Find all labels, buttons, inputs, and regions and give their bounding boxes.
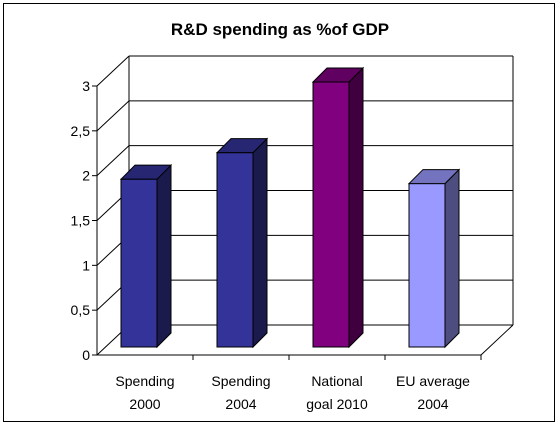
bar-side — [444, 168, 460, 349]
x-category-label: 2004 — [225, 396, 256, 412]
bar-side — [252, 137, 268, 349]
x-category-label: EU average — [396, 373, 470, 389]
bar-top — [215, 138, 269, 154]
x-category-label: 2000 — [129, 396, 160, 412]
bar-top — [311, 67, 365, 83]
x-category-label: Spending — [115, 373, 174, 389]
x-category-label: National — [311, 373, 362, 389]
bar-side — [156, 163, 172, 349]
chart-frame: R&D spending as %of GDP — [3, 3, 555, 422]
chart-title: R&D spending as %of GDP — [170, 20, 390, 39]
bar-top — [407, 169, 461, 185]
side-wall-gridline — [96, 55, 130, 87]
y-tick-label: 0 — [82, 347, 90, 363]
x-category-label: 2004 — [417, 396, 448, 412]
bar-top — [119, 164, 173, 180]
floor-right-edge — [480, 324, 514, 356]
y-tick-label: 1,5 — [71, 213, 91, 229]
y-tick-label: 0,5 — [71, 302, 91, 318]
x-category-label: Spending — [211, 373, 270, 389]
side-wall-gridline — [96, 100, 130, 132]
y-tick-label: 2 — [82, 168, 90, 184]
bar-side — [348, 66, 364, 349]
bar-front — [216, 152, 254, 348]
y-tick-label: 2,5 — [71, 123, 91, 139]
side-wall-gridline — [96, 145, 130, 177]
y-tick-label: 1 — [82, 257, 90, 273]
y-tick-label: 3 — [82, 78, 90, 94]
x-category-label: goal 2010 — [306, 396, 368, 412]
bar-front — [408, 183, 446, 348]
bar-front — [312, 81, 350, 348]
bar-front — [120, 178, 158, 348]
